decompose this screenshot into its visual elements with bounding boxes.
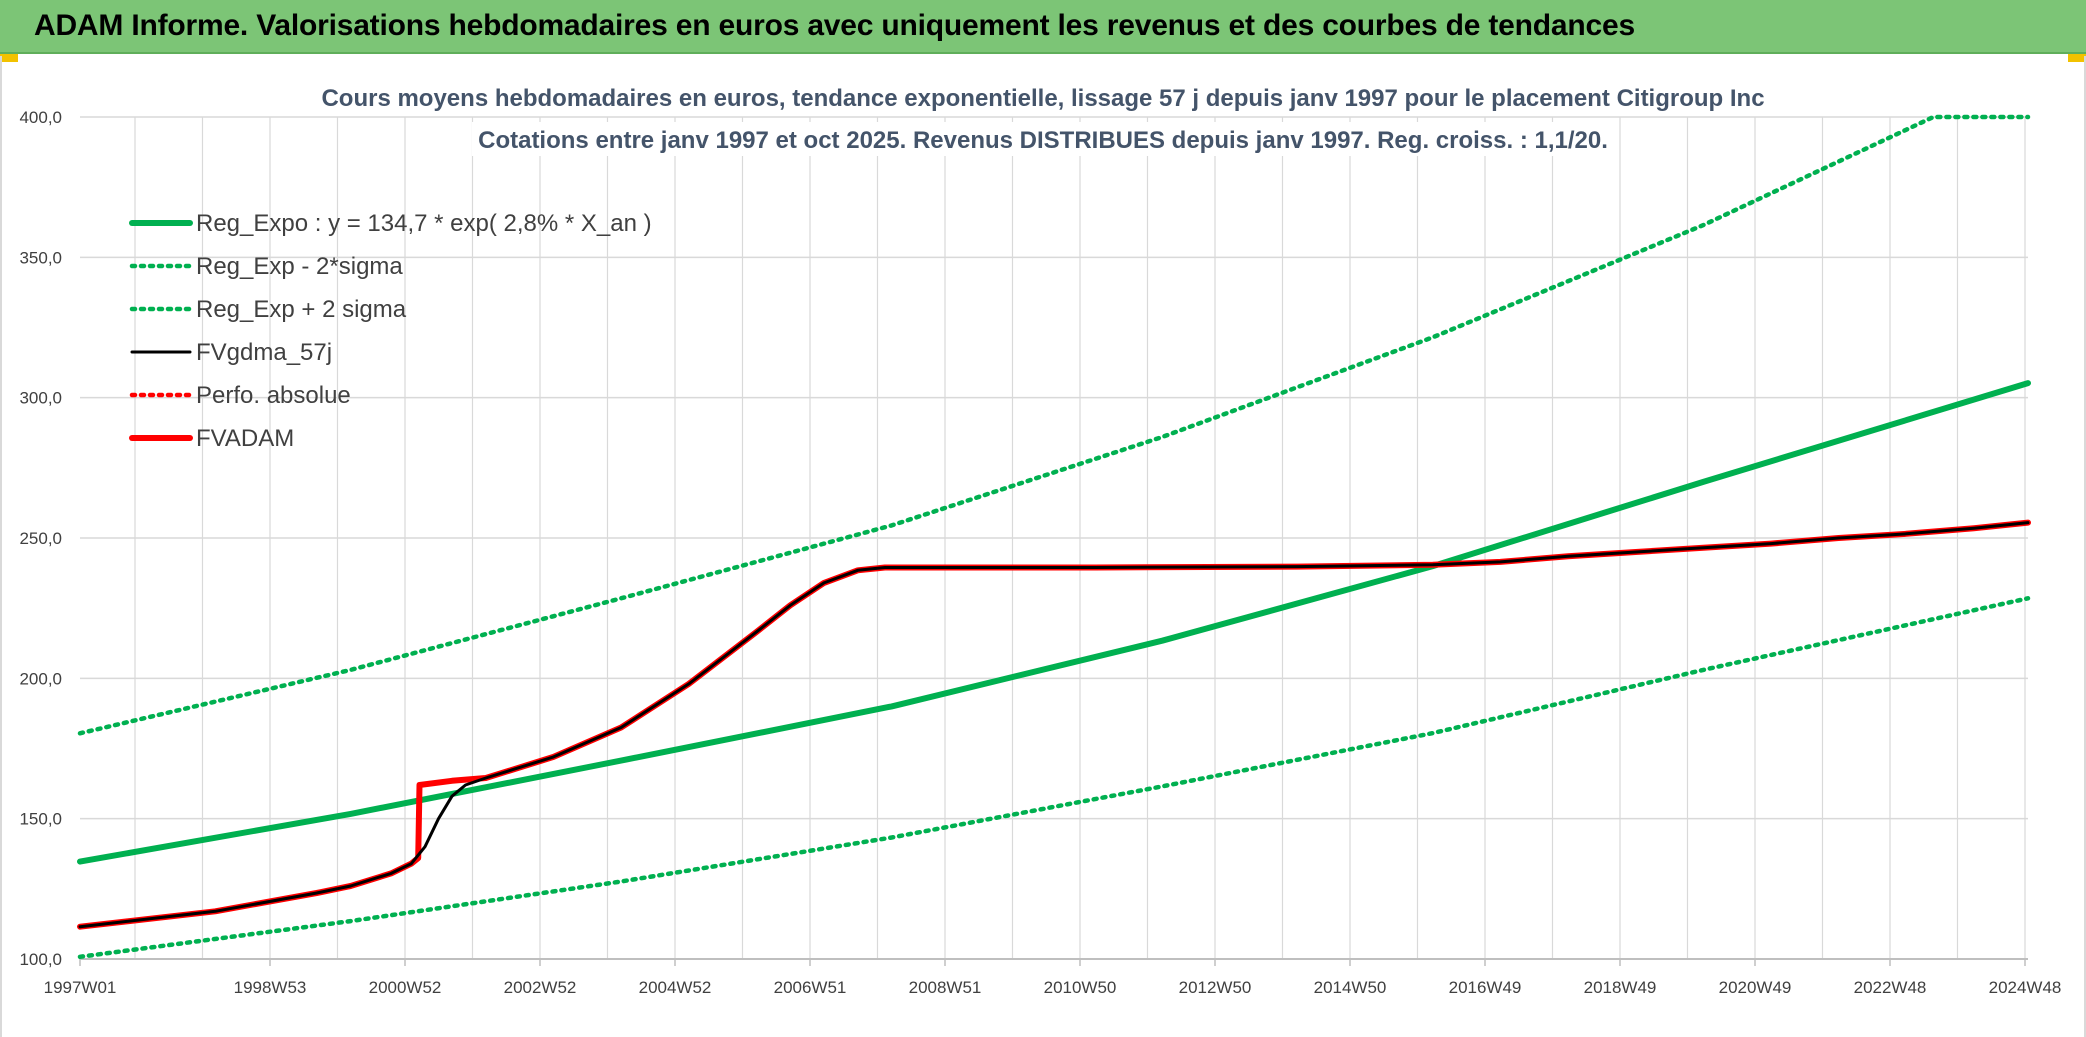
title-line-1-backdrop (332, 80, 1752, 114)
x-tick-label: 1998W53 (234, 978, 307, 997)
title-line-2-backdrop (472, 122, 1612, 156)
x-tick-label: 2004W52 (639, 978, 712, 997)
x-tick-label: 2012W50 (1179, 978, 1252, 997)
legend: Reg_Expo : y = 134,7 * exp( 2,8% * X_an … (129, 210, 652, 452)
series-line-1 (77, 596, 2031, 960)
x-tick-label: 2020W49 (1719, 978, 1792, 997)
x-tick-label: 2008W51 (909, 978, 982, 997)
chart-title-line-1: Cours moyens hebdomadaires en euros, ten… (321, 85, 1764, 112)
gridlines (80, 116, 2028, 959)
legend-label: Reg_Exp - 2*sigma (196, 253, 403, 280)
x-tick-label: 2014W50 (1314, 978, 1387, 997)
y-tick-label: 400,0 (19, 108, 62, 127)
chart-area: 100,0 150,0 200,0 250,0 300,0 350,0 400,0 1997W… (0, 56, 2086, 1037)
corner-marker-right (2068, 54, 2086, 62)
x-tick-label: 2006W51 (774, 978, 847, 997)
x-tick-label: 2016W49 (1449, 978, 1522, 997)
y-tick-label: 200,0 (19, 669, 62, 688)
series-line-5 (77, 519, 2031, 930)
chart-title-line-2: Cotations entre janv 1997 et oct 2025. R… (478, 127, 1608, 154)
y-tick-label: 250,0 (19, 529, 62, 548)
legend-label: Perfo. absolue (196, 382, 351, 409)
series-line-2 (77, 114, 2031, 736)
legend-label: FVgdma_57j (196, 339, 332, 366)
x-tick-label: 2024W48 (1989, 978, 2062, 997)
series-line-3 (78, 521, 2030, 929)
x-tick-label: 2018W49 (1584, 978, 1657, 997)
axes: 100,0 150,0 200,0 250,0 300,0 350,0 400,0 1997W… (19, 108, 2061, 997)
series-lines (77, 114, 2031, 960)
report-title: ADAM Informe. Valorisations hebdomadaire… (34, 9, 1635, 42)
line-chart: 100,0 150,0 200,0 250,0 300,0 350,0 400,0 1997W… (19, 80, 2061, 997)
corner-marker-left (0, 54, 18, 62)
x-tick-label: 1997W01 (44, 978, 117, 997)
x-tick-label: 2010W50 (1044, 978, 1117, 997)
report-banner: ADAM Informe. Valorisations hebdomadaire… (0, 0, 2086, 54)
y-tick-label: 350,0 (19, 248, 62, 267)
y-tick-label: 150,0 (19, 810, 62, 829)
x-tick-label: 2022W48 (1854, 978, 1927, 997)
legend-label: FVADAM (196, 425, 294, 452)
series-line-4 (77, 520, 2031, 929)
x-tick-label: 2000W52 (369, 978, 442, 997)
series-line-0 (77, 380, 2031, 865)
legend-label: Reg_Exp + 2 sigma (196, 296, 407, 323)
chart-title: Cours moyens hebdomadaires en euros, ten… (321, 80, 1765, 156)
x-tick-label: 2002W52 (504, 978, 577, 997)
legend-label: Reg_Expo : y = 134,7 * exp( 2,8% * X_an … (196, 210, 652, 237)
y-tick-label: 100,0 (19, 950, 62, 969)
y-tick-label: 300,0 (19, 389, 62, 408)
